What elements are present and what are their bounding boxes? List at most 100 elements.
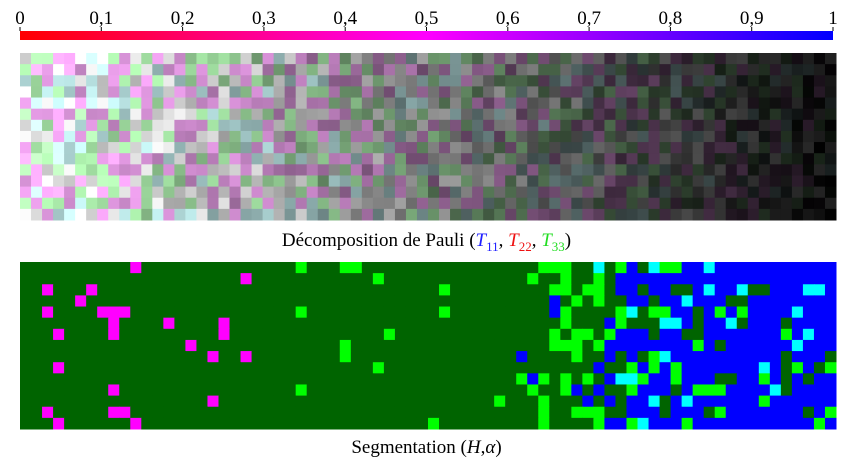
pixel bbox=[703, 284, 716, 296]
pixel bbox=[725, 130, 738, 143]
pixel bbox=[483, 395, 495, 408]
pixel bbox=[185, 351, 197, 363]
pixel bbox=[86, 175, 98, 188]
pixel bbox=[615, 186, 627, 199]
pixel bbox=[626, 417, 639, 430]
pixel bbox=[461, 351, 473, 363]
pixel bbox=[20, 395, 32, 408]
pixel bbox=[802, 417, 815, 430]
pixel bbox=[284, 373, 297, 385]
pixel bbox=[472, 362, 484, 374]
pixel bbox=[505, 142, 517, 154]
pixel bbox=[53, 406, 65, 419]
pixel bbox=[527, 153, 539, 165]
pixel bbox=[538, 130, 550, 143]
pixel bbox=[692, 306, 705, 319]
pixel bbox=[394, 384, 407, 397]
pixel bbox=[494, 417, 506, 430]
pixel bbox=[207, 164, 219, 176]
pixel bbox=[461, 306, 473, 319]
pixel bbox=[758, 339, 771, 352]
pixel bbox=[383, 208, 396, 221]
pixel bbox=[295, 262, 308, 274]
pixel bbox=[582, 406, 594, 419]
pixel bbox=[218, 351, 231, 363]
pixel bbox=[229, 406, 242, 419]
pixel bbox=[262, 64, 275, 76]
pixel bbox=[372, 284, 385, 296]
pixel bbox=[593, 262, 605, 274]
pixel bbox=[394, 175, 407, 188]
pixel bbox=[163, 130, 175, 143]
pixel bbox=[20, 351, 32, 363]
pixel bbox=[791, 351, 804, 363]
pixel bbox=[692, 208, 705, 221]
pixel bbox=[813, 395, 826, 408]
pixel bbox=[538, 295, 550, 308]
pixel bbox=[141, 406, 153, 419]
pixel bbox=[372, 53, 385, 65]
pixel bbox=[582, 317, 594, 330]
pixel bbox=[361, 262, 374, 274]
pixel bbox=[483, 351, 495, 363]
pixel bbox=[361, 362, 374, 374]
pixel bbox=[152, 64, 164, 76]
pixel bbox=[725, 119, 738, 132]
pixel bbox=[560, 208, 572, 221]
pixel bbox=[780, 108, 793, 121]
pixel bbox=[185, 86, 197, 99]
pixel bbox=[251, 373, 264, 385]
pixel bbox=[769, 119, 782, 132]
pixel bbox=[141, 86, 153, 99]
pixel bbox=[97, 295, 109, 308]
pixel bbox=[571, 142, 583, 154]
pixel bbox=[758, 97, 771, 110]
pixel bbox=[284, 306, 297, 319]
pixel bbox=[692, 328, 705, 341]
pixel bbox=[802, 351, 815, 363]
pixel bbox=[571, 362, 583, 374]
pixel bbox=[659, 86, 672, 99]
pixel bbox=[505, 295, 517, 308]
pixel bbox=[505, 108, 517, 121]
pixel bbox=[251, 273, 264, 285]
pixel bbox=[505, 328, 517, 341]
pixel bbox=[229, 186, 242, 199]
pixel bbox=[372, 186, 385, 199]
pixel bbox=[86, 153, 98, 165]
pixel bbox=[240, 164, 253, 176]
pixel bbox=[196, 351, 208, 363]
pixel bbox=[130, 262, 142, 274]
pixel bbox=[813, 208, 826, 221]
pixel bbox=[97, 384, 109, 397]
pixel bbox=[714, 262, 727, 274]
pixel bbox=[703, 153, 716, 165]
pixel bbox=[262, 119, 275, 132]
pixel bbox=[284, 130, 297, 143]
pixel bbox=[461, 295, 473, 308]
pixel bbox=[251, 384, 264, 397]
tick-label: 0,9 bbox=[740, 8, 764, 29]
pixel bbox=[273, 328, 286, 341]
pixel bbox=[802, 328, 815, 341]
pixel bbox=[152, 97, 164, 110]
pixel bbox=[20, 284, 32, 296]
pixel bbox=[494, 273, 506, 285]
pixel bbox=[229, 362, 242, 374]
pixel bbox=[670, 339, 683, 352]
pixel bbox=[185, 362, 197, 374]
pixel bbox=[439, 186, 451, 199]
pixel bbox=[20, 119, 32, 132]
pixel bbox=[295, 406, 308, 419]
pixel bbox=[494, 339, 506, 352]
term-symbol: T bbox=[475, 230, 487, 251]
pixel bbox=[108, 328, 120, 341]
pixel bbox=[130, 208, 142, 221]
pixel bbox=[317, 108, 330, 121]
pixel bbox=[450, 197, 462, 210]
pixel bbox=[527, 417, 539, 430]
pixel bbox=[273, 164, 286, 176]
pixel bbox=[538, 317, 550, 330]
pixel bbox=[284, 362, 297, 374]
pixel bbox=[339, 317, 352, 330]
